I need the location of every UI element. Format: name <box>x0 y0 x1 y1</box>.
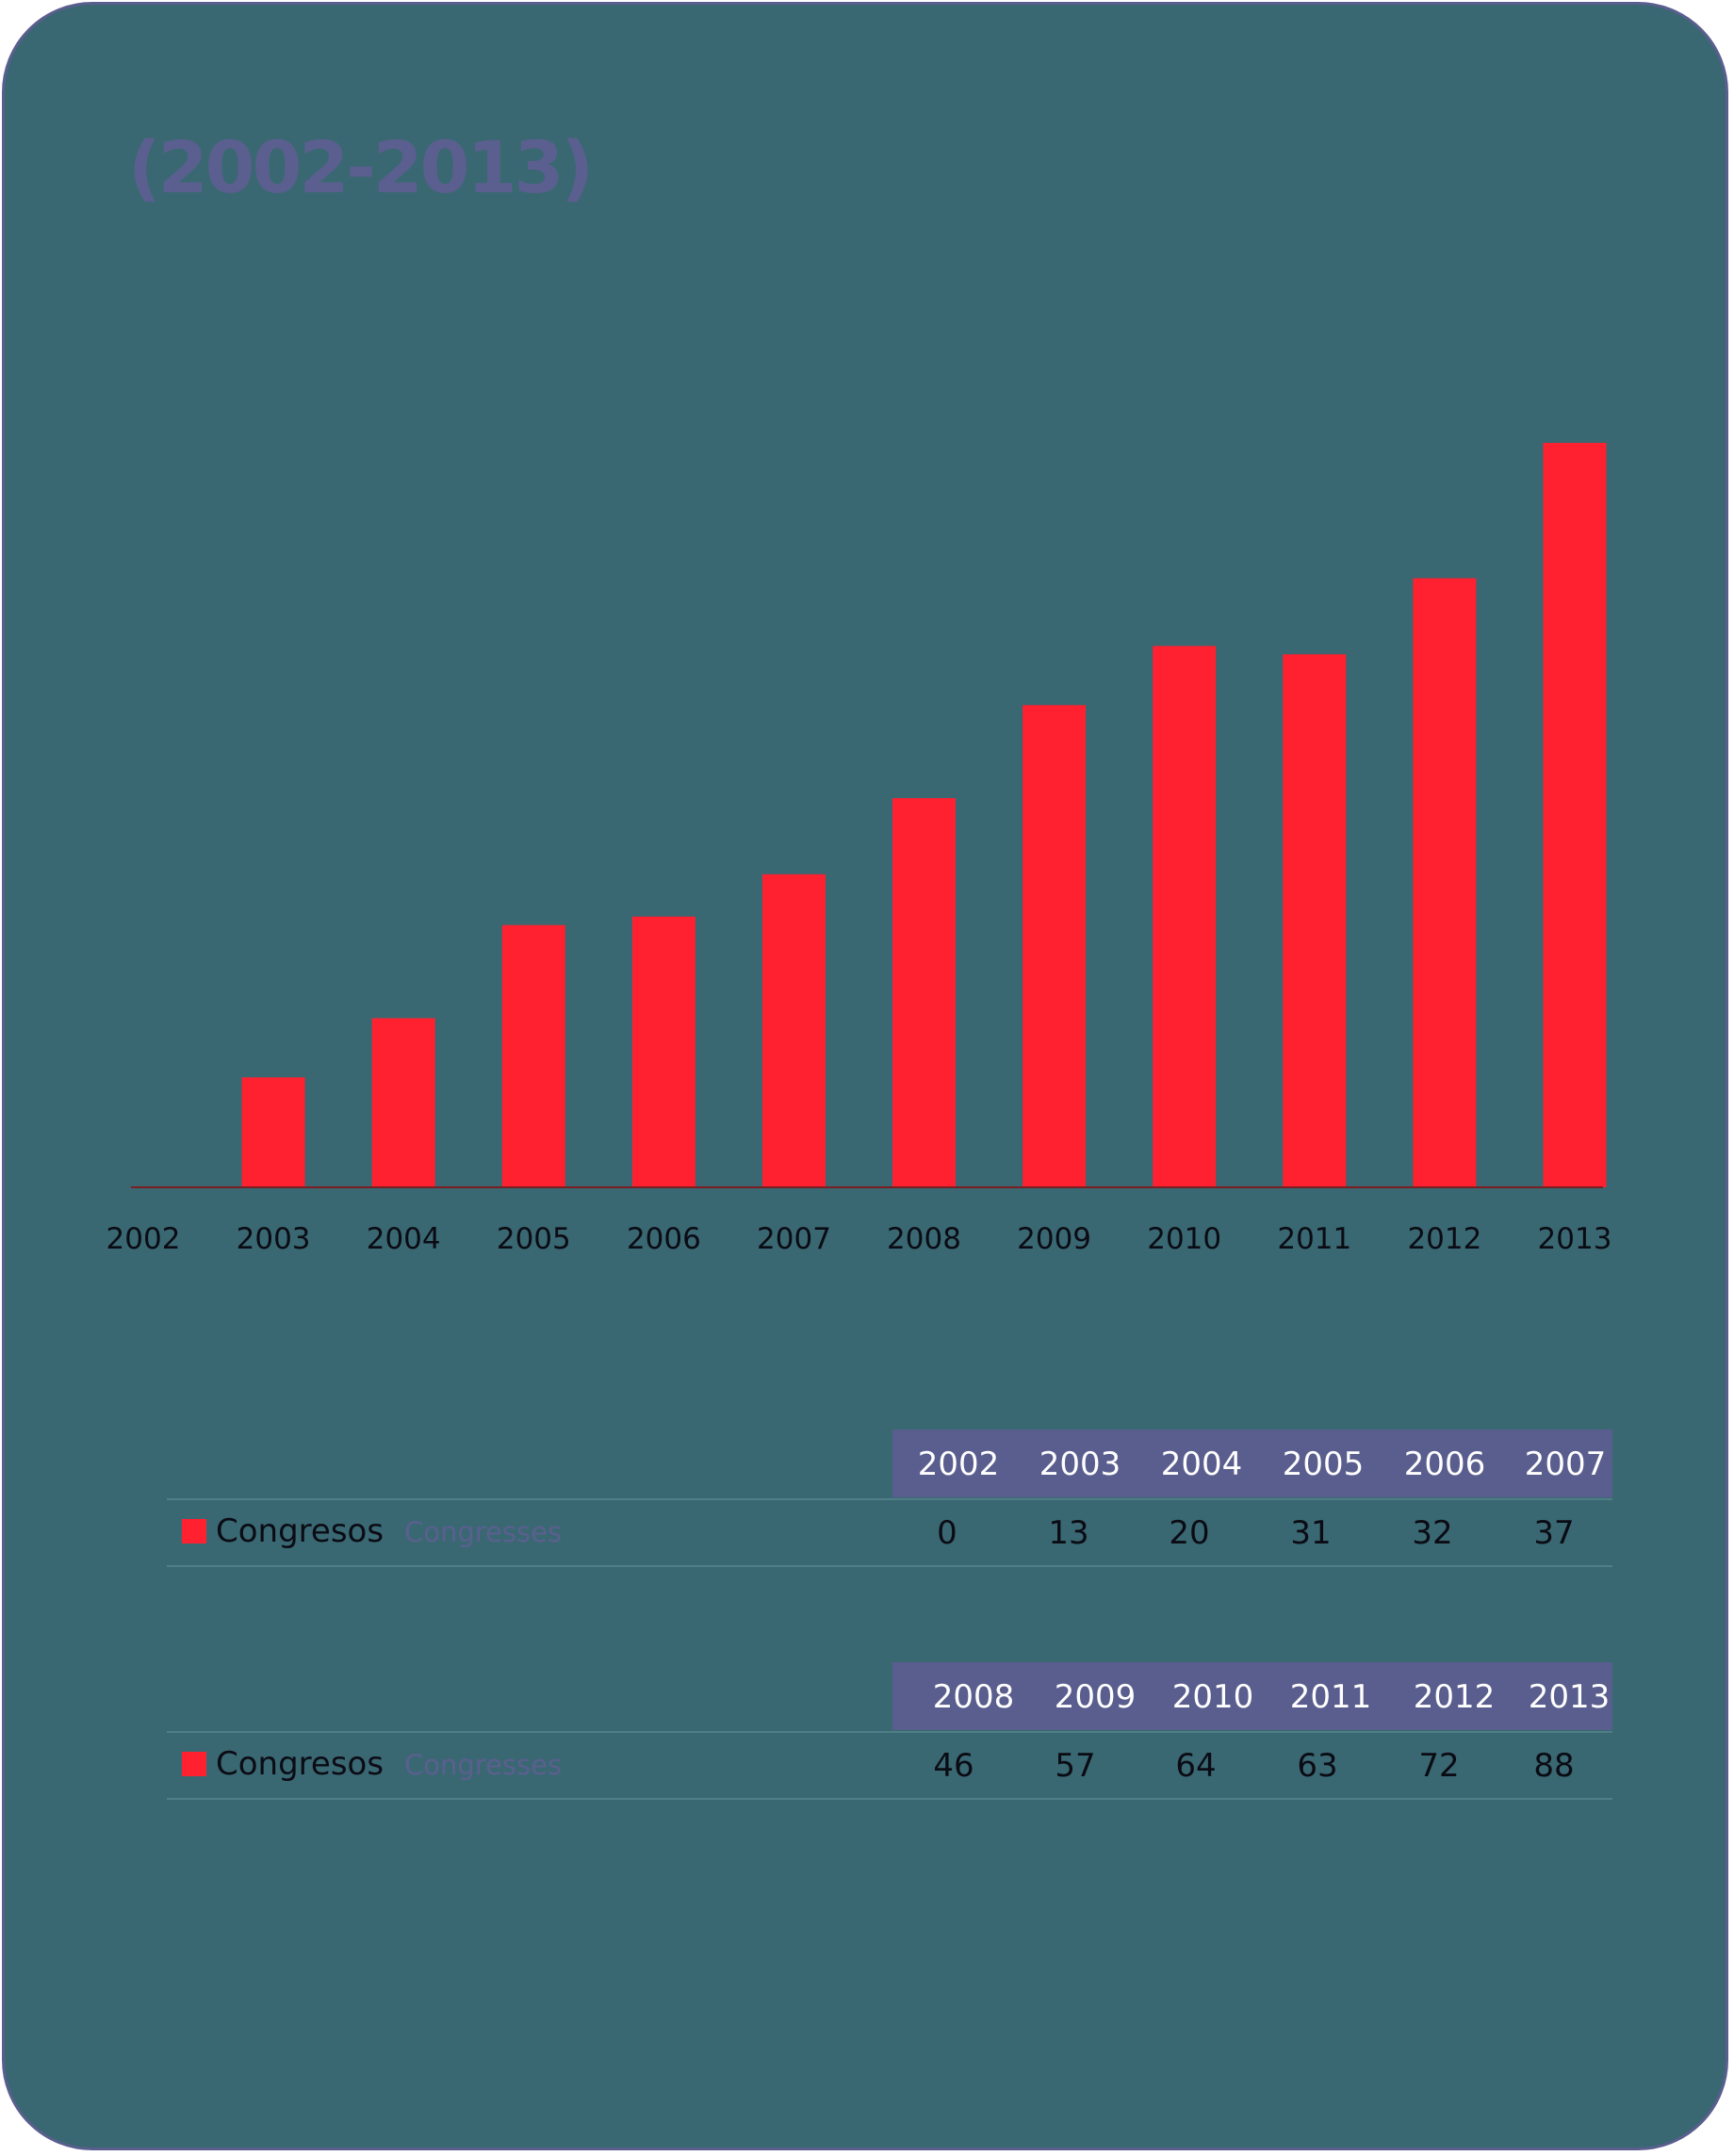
value-cell: 72 <box>1418 1747 1460 1785</box>
table-header: 2008 2009 2010 2011 2012 2013 <box>892 1662 1612 1730</box>
series-swatch <box>182 1519 206 1544</box>
bar-2012 <box>1413 578 1477 1187</box>
bar-2010 <box>1153 645 1217 1187</box>
data-table-1: 2002 2003 2004 2005 2006 2007 Congresos … <box>167 1429 1612 1571</box>
value-cell: 57 <box>1055 1747 1096 1785</box>
year-header: 2006 <box>1403 1446 1486 1483</box>
x-tick-label: 2002 <box>106 1222 181 1256</box>
value-cell: 46 <box>933 1747 974 1785</box>
bar-2011 <box>1283 654 1347 1187</box>
value-cell: 63 <box>1297 1747 1338 1785</box>
value-cell: 37 <box>1533 1514 1575 1552</box>
series-sublabel: Congresses <box>404 1516 563 1548</box>
x-tick-label: 2013 <box>1538 1222 1612 1256</box>
x-tick-label: 2012 <box>1407 1222 1481 1256</box>
year-header: 2002 <box>917 1446 1000 1483</box>
x-tick-label: 2007 <box>757 1222 831 1256</box>
year-header: 2007 <box>1524 1446 1607 1483</box>
bar-2003 <box>241 1077 305 1187</box>
bars-layer <box>241 443 1607 1187</box>
row-divider <box>167 1565 1612 1567</box>
value-cell: 0 <box>937 1514 957 1552</box>
bar-2006 <box>631 916 695 1187</box>
year-header: 2013 <box>1528 1678 1611 1716</box>
chart-title: (2002-2013) <box>128 125 594 209</box>
x-tick-label: 2009 <box>1017 1222 1091 1256</box>
x-tick-label: 2008 <box>887 1222 961 1256</box>
bar-chart: 2002 2003 2004 2005 2006 2007 2008 2009 2010 2011… <box>106 443 1612 1256</box>
series-label: Congresos <box>216 1745 384 1783</box>
x-tick-label: 2006 <box>627 1222 701 1256</box>
year-header: 2009 <box>1054 1678 1137 1716</box>
x-tick-label: 2004 <box>367 1222 441 1256</box>
bar-2005 <box>501 924 565 1187</box>
bar-2004 <box>371 1018 435 1187</box>
bar-2008 <box>892 798 956 1187</box>
series-sublabel: Congresses <box>404 1749 563 1781</box>
x-tick-labels: 2002 2003 2004 2005 2006 2007 2008 2009 2010 2011… <box>106 1222 1612 1256</box>
value-cell: 31 <box>1290 1514 1332 1552</box>
data-table-2: 2008 2009 2010 2011 2012 2013 Congresos … <box>167 1662 1612 1804</box>
bar-2009 <box>1022 705 1087 1187</box>
year-header: 2010 <box>1171 1678 1254 1716</box>
year-header: 2004 <box>1160 1446 1243 1483</box>
x-tick-label: 2003 <box>237 1222 311 1256</box>
value-cell: 88 <box>1533 1747 1575 1785</box>
table-header: 2002 2003 2004 2005 2006 2007 <box>892 1429 1612 1497</box>
year-header: 2003 <box>1039 1446 1121 1483</box>
x-tick-label: 2005 <box>497 1222 571 1256</box>
bar-2013 <box>1543 443 1607 1187</box>
value-cell: 32 <box>1412 1514 1453 1552</box>
row-divider <box>167 1798 1612 1800</box>
value-cell: 64 <box>1175 1747 1217 1785</box>
row-divider <box>167 1498 1612 1500</box>
year-header: 2011 <box>1289 1678 1372 1716</box>
row-divider <box>167 1731 1612 1733</box>
x-tick-label: 2010 <box>1147 1222 1221 1256</box>
year-header: 2008 <box>932 1678 1015 1716</box>
year-header: 2005 <box>1282 1446 1365 1483</box>
series-swatch <box>182 1752 206 1776</box>
value-cell: 13 <box>1048 1514 1089 1552</box>
value-cell: 20 <box>1169 1514 1210 1552</box>
series-label: Congresos <box>216 1512 384 1550</box>
bar-2007 <box>762 874 826 1187</box>
x-tick-label: 2011 <box>1277 1222 1351 1256</box>
year-header: 2012 <box>1413 1678 1496 1716</box>
